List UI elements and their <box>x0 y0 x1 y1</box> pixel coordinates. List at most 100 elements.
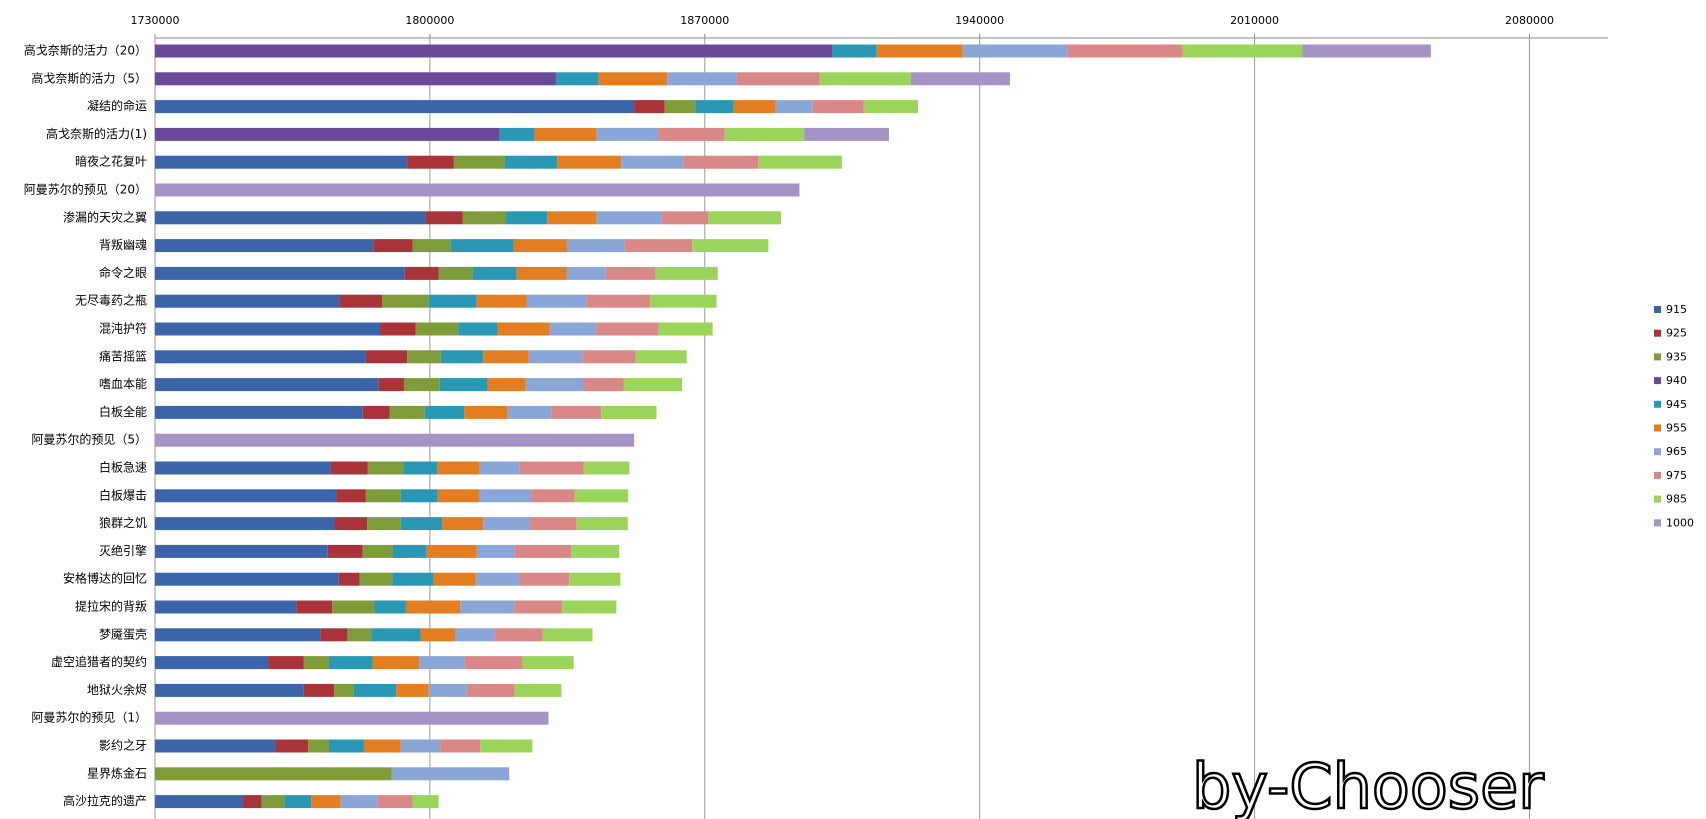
bar-segment <box>403 378 440 392</box>
legend-swatch <box>1654 519 1661 527</box>
bar-segment <box>320 628 348 642</box>
legend-swatch <box>1654 471 1661 479</box>
y-tick-label: 白板急速 <box>99 460 147 475</box>
bar-segment <box>428 683 467 697</box>
bar-segment <box>1302 44 1431 58</box>
bar-segment <box>819 72 911 86</box>
bar-segment <box>155 127 500 141</box>
bar-segment <box>507 405 552 419</box>
bar-segment <box>547 211 597 225</box>
bar-segment <box>396 683 429 697</box>
bar-segment <box>624 239 693 253</box>
bar-segment <box>381 294 429 308</box>
y-tick-label: 嗜血本能 <box>99 377 147 391</box>
bar-segment <box>155 489 337 503</box>
bar-segment <box>601 405 657 419</box>
bar-segment <box>605 266 656 280</box>
bar-segment <box>155 211 426 225</box>
bar-segment <box>340 795 378 809</box>
bar-segment <box>353 683 397 697</box>
y-tick-label: 虚空追猎者的契约 <box>51 654 147 669</box>
bar-segment <box>155 405 363 419</box>
bar-segment <box>303 683 335 697</box>
bar-segment <box>284 795 312 809</box>
bar-segment <box>569 572 621 586</box>
bar-segment <box>458 322 498 336</box>
bar-segment <box>362 405 390 419</box>
bar-segment <box>155 572 339 586</box>
bar-segment <box>804 127 889 141</box>
bar-segment <box>155 517 335 531</box>
bar-segment <box>504 155 558 169</box>
bar-segment <box>483 517 531 531</box>
bar-segment <box>534 127 597 141</box>
bar-segment <box>155 350 366 364</box>
bar-segment <box>380 322 416 336</box>
bar-segment <box>460 600 515 614</box>
bar-segment <box>658 127 725 141</box>
bar-segment <box>439 378 488 392</box>
bar-segment <box>499 127 535 141</box>
bar-segment <box>596 127 659 141</box>
bar-segment <box>330 461 368 475</box>
bar-segment <box>155 100 635 114</box>
bar-segment <box>733 100 776 114</box>
bar-segment <box>650 294 717 308</box>
bar-segment <box>530 517 577 531</box>
bar-segment <box>334 683 354 697</box>
bar-segment <box>407 155 454 169</box>
bar-segment <box>155 183 800 197</box>
bar-segment <box>155 44 833 58</box>
bar-segment <box>479 461 520 475</box>
bar-segment <box>528 350 583 364</box>
y-tick-label: 背叛幽魂 <box>99 237 147 252</box>
bar-segment <box>378 378 404 392</box>
bar-segment <box>910 72 1010 86</box>
bar-segment <box>440 350 484 364</box>
bar-segment <box>695 100 734 114</box>
bar-segment <box>440 739 481 753</box>
y-tick-label: 提拉宋的背叛 <box>75 599 147 614</box>
bar-segment <box>480 739 533 753</box>
bar-segment <box>623 378 683 392</box>
bar-segment <box>332 600 375 614</box>
bar-segment <box>339 294 382 308</box>
bar-segment <box>362 544 393 558</box>
y-tick-label: 混沌护符 <box>99 321 147 336</box>
bar-segment <box>415 322 459 336</box>
legend-swatch <box>1654 329 1661 337</box>
bar-segment <box>155 683 304 697</box>
bar-segment <box>155 600 297 614</box>
legend-swatch <box>1654 353 1661 361</box>
legend-swatch <box>1654 424 1661 432</box>
bar-segment <box>661 211 709 225</box>
y-tick-label: 安格博达的回忆 <box>63 571 147 586</box>
bar-segment <box>372 656 420 670</box>
bar-segment <box>876 44 963 58</box>
bar-segment <box>450 239 514 253</box>
bar-segment <box>374 600 406 614</box>
bar-segment <box>812 100 864 114</box>
bar-segment <box>155 739 276 753</box>
bar-segment <box>367 461 404 475</box>
bar-segment <box>487 378 526 392</box>
bar-segment <box>392 572 434 586</box>
y-tick-label: 地狱火余烬 <box>87 682 147 697</box>
bar-segment <box>328 656 373 670</box>
bar-segment <box>403 461 438 475</box>
y-tick-label: 痛苦摇篮 <box>99 348 147 363</box>
bar-segment <box>514 544 572 558</box>
bar-segment <box>371 628 421 642</box>
legend-label: 1000 <box>1666 516 1694 529</box>
bar-segment <box>775 100 813 114</box>
bar-segment <box>551 405 602 419</box>
bar-segment <box>526 294 587 308</box>
bar-segment <box>155 322 381 336</box>
bar-segment <box>363 739 401 753</box>
legend-label: 975 <box>1666 469 1687 482</box>
legend-swatch <box>1654 377 1661 385</box>
bar-segment <box>365 350 408 364</box>
bar-segment <box>155 656 269 670</box>
bar-segment <box>155 294 340 308</box>
